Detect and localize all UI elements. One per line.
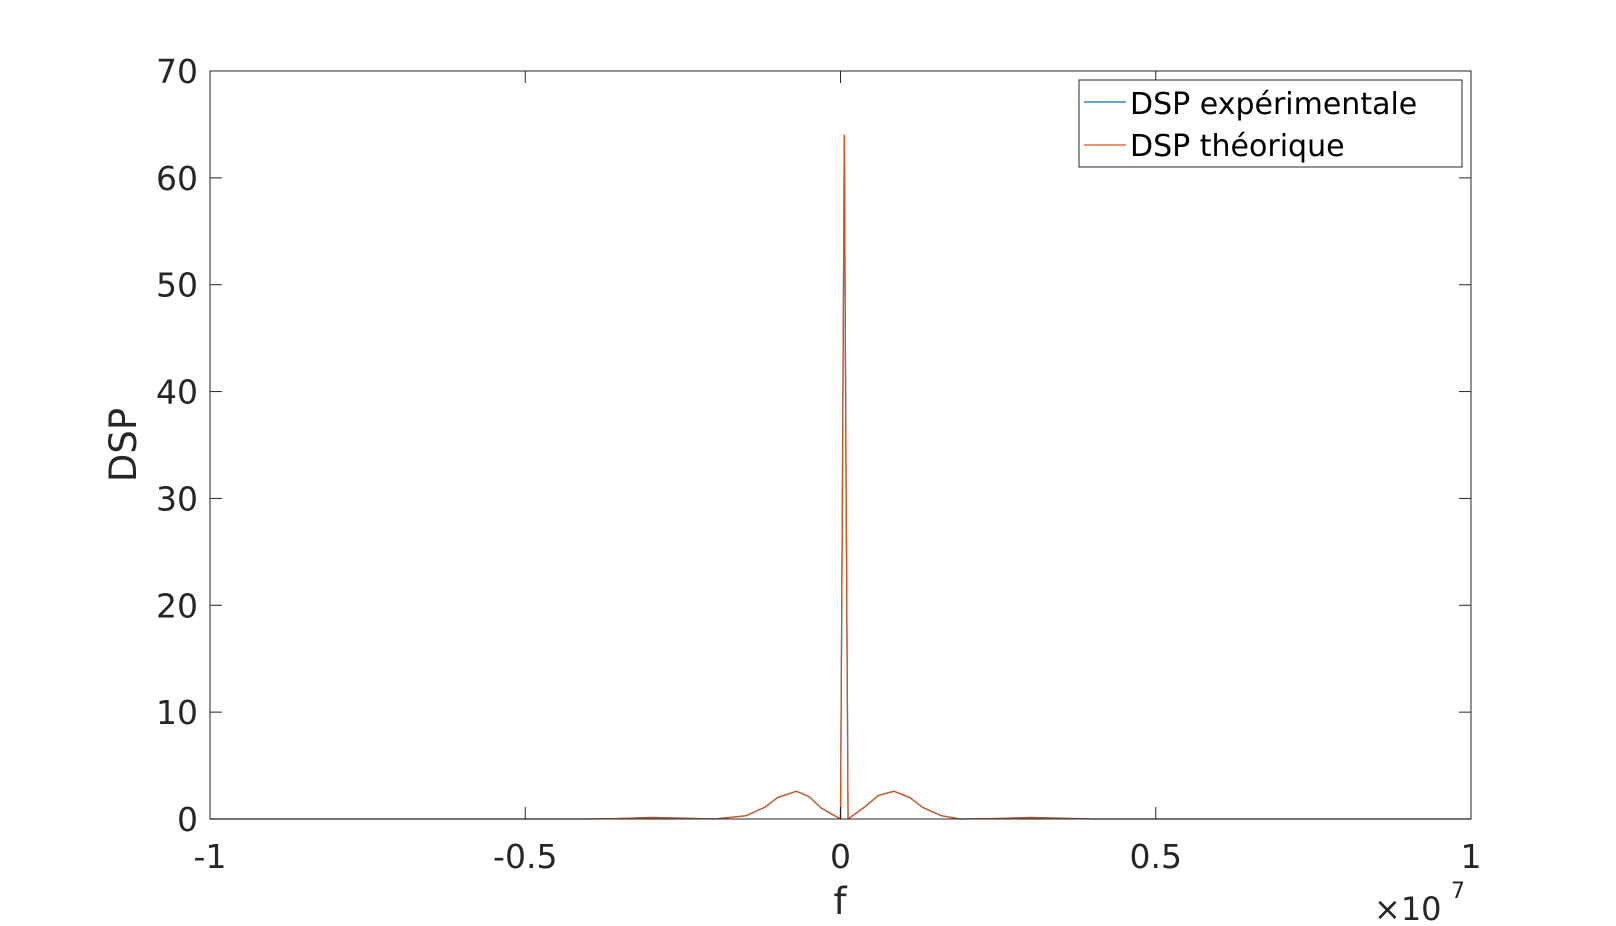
y-tick-label: 20	[156, 586, 198, 625]
x-axis-label: f	[833, 880, 847, 923]
x-exponent-label: ×10 7	[1374, 879, 1465, 926]
y-axis-label: DSP	[102, 408, 145, 482]
y-tick-label: 30	[156, 479, 198, 518]
legend: DSP expérimentale DSP théorique	[1078, 79, 1463, 168]
x-exponent-base: ×10	[1374, 890, 1442, 926]
x-tick-label: -1	[194, 837, 227, 876]
series-line-theoretical	[210, 134, 1471, 820]
y-tick-label: 60	[156, 159, 198, 198]
y-tick-label: 0	[177, 800, 198, 839]
legend-label-experimental: DSP expérimentale	[1130, 87, 1417, 122]
legend-box	[1078, 79, 1463, 168]
series-layer	[210, 134, 1471, 820]
x-tick-label: 1	[1461, 837, 1482, 876]
x-tick-label: -0.5	[493, 837, 557, 876]
legend-label-theoretical: DSP théorique	[1130, 129, 1345, 164]
y-tick-label: 50	[156, 266, 198, 305]
y-tick-label: 40	[156, 373, 198, 412]
x-exponent-power: 7	[1451, 879, 1465, 904]
y-tick-label: 10	[156, 693, 198, 732]
y-tick-label: 70	[156, 52, 198, 91]
x-tick-label: 0	[830, 837, 851, 876]
plot-area	[210, 71, 1471, 819]
x-tick-label: 0.5	[1130, 837, 1182, 876]
